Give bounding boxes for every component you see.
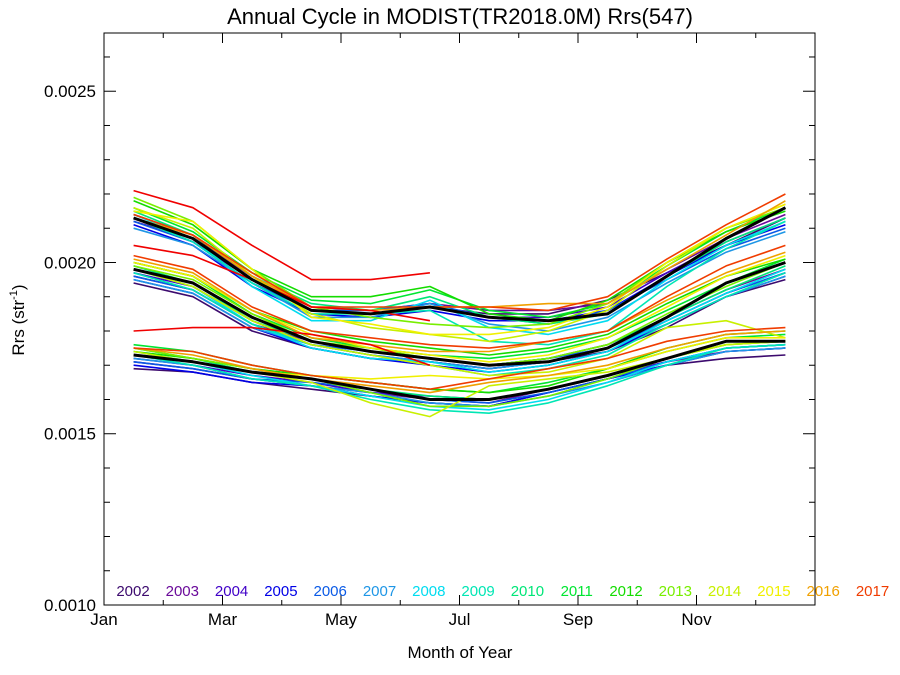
series-line [133, 339, 786, 401]
x-tick-label: Jul [449, 610, 471, 629]
series-line [133, 330, 786, 394]
series-line [133, 326, 431, 366]
legend-label: 2006 [314, 583, 347, 600]
y-tick-label: 0.0010 [44, 596, 96, 615]
y-tick-label: 0.0020 [44, 253, 96, 272]
series-line [133, 203, 786, 343]
x-axis-label: Month of Year [408, 643, 513, 662]
series-line [133, 206, 787, 323]
x-tick-label: Mar [208, 610, 238, 629]
legend-label: 2002 [116, 583, 149, 600]
legend-label: 2007 [363, 583, 396, 600]
y-tick-label: 0.0015 [44, 425, 96, 444]
y-tick-label: 0.0025 [44, 82, 96, 101]
series-line [133, 268, 786, 377]
y-axis-label-sup: -1 [8, 290, 20, 300]
series-line [133, 343, 786, 411]
legend-label: 2010 [511, 583, 544, 600]
legend-label: 2017 [856, 583, 889, 600]
legend-label: 2011 [561, 583, 593, 600]
series-line [133, 203, 786, 336]
x-tick-label: May [325, 610, 358, 629]
plot-lines [133, 189, 787, 418]
series-line [133, 251, 786, 353]
legend: 2002 2003 2004 2005 2006 2007 2008 2009 2010 2011… [116, 583, 889, 600]
chart-title: Annual Cycle in MODIST(TR2018.0M) Rrs(54… [227, 4, 693, 29]
legend-label: 2003 [166, 583, 199, 600]
legend-label: 2004 [215, 583, 248, 600]
series-line [133, 261, 786, 367]
legend-label: 2012 [609, 583, 642, 600]
y-axis-label-close: ) [9, 284, 28, 290]
series-line [133, 213, 786, 336]
legend-label: 2008 [412, 583, 445, 600]
series-line [133, 189, 430, 281]
x-axis: Jan Mar May Jul Sep Nov [90, 33, 816, 629]
legend-label: 2009 [461, 583, 494, 600]
legend-label: 2005 [264, 583, 297, 600]
y-axis-label-main: Rrs (str [9, 300, 28, 356]
y-axis-label: Rrs (str-1) [8, 284, 28, 355]
legend-label: 2015 [757, 583, 790, 600]
y-axis: 0.0010 0.0015 0.0020 0.0025 [44, 56, 815, 615]
series-line [133, 343, 786, 415]
legend-label: 2016 [807, 583, 840, 600]
x-tick-label: Nov [681, 610, 712, 629]
x-tick-label: Sep [563, 610, 593, 629]
series-line [133, 326, 786, 391]
series-line [133, 193, 786, 312]
series-line [133, 244, 786, 349]
x-tick-label: Jan [90, 610, 117, 629]
legend-label: 2013 [659, 583, 692, 600]
plot-frame [103, 32, 816, 606]
legend-label: 2014 [708, 583, 741, 600]
